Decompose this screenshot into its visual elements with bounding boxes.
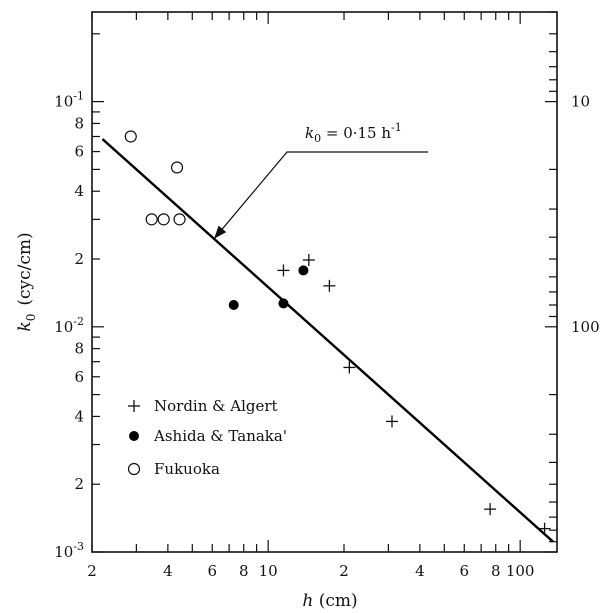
legend-label: Fukuoka <box>154 460 220 478</box>
y-tick-label: 6 <box>74 368 84 386</box>
legend-label: Ashida & Tanaka' <box>153 427 287 445</box>
y-tick-label: 10-2 <box>54 315 84 336</box>
data-point-filled <box>278 298 289 309</box>
data-point-filled <box>298 265 309 276</box>
data-point-open <box>173 213 186 226</box>
x-tick-label: 2 <box>87 562 97 580</box>
y-tick-label: 2 <box>74 475 84 493</box>
y-tick-label: 10-1 <box>54 90 84 111</box>
x-tick-label: 8 <box>491 562 501 580</box>
data-point-open <box>157 213 170 226</box>
legend: Nordin & Algert Ashida & Tanaka' Fukuoka <box>127 397 287 478</box>
x-tick-label: 2 <box>339 562 349 580</box>
y-axis-label: k0(cyc/cm) <box>15 232 38 331</box>
right-axis-tick-label: 100 <box>571 318 600 336</box>
data-point-plus <box>538 522 551 535</box>
data-point-open <box>145 213 158 226</box>
x-tick-label: 8 <box>239 562 249 580</box>
y-tick-label: 4 <box>74 407 84 425</box>
right-axis-tick-labels: 10 100 <box>571 93 600 336</box>
right-axis-tick-label: 10 <box>571 93 590 111</box>
fit-line-label: k0 = 0·15 h-1 <box>305 121 402 145</box>
x-tick-label: 100 <box>506 562 535 580</box>
x-tick-label: 6 <box>459 562 469 580</box>
x-tick-label: 4 <box>415 562 425 580</box>
legend-marker <box>128 400 140 412</box>
fit-line <box>101 138 554 543</box>
y-tick-labels: 10-3 2 4 6 8 10-2 2 4 6 8 10-1 <box>54 90 84 561</box>
x-tick-label: 6 <box>207 562 217 580</box>
y-tick-label: 6 <box>74 143 84 161</box>
axis-ticks <box>91 11 557 553</box>
annotation-leader <box>213 151 428 240</box>
data-point-plus <box>385 415 398 428</box>
plot-frame <box>91 11 558 553</box>
legend-marker <box>129 431 139 441</box>
fit-line-group: k0 = 0·15 h-1 <box>101 121 554 543</box>
y-tick-label: 8 <box>74 340 84 358</box>
legend-marker <box>127 462 141 476</box>
x-tick-label: 4 <box>163 562 173 580</box>
y-tick-label: 2 <box>74 250 84 268</box>
x-axis-label: h (cm) <box>302 591 357 611</box>
data-point-plus <box>343 361 356 374</box>
data-point-plus <box>277 264 290 277</box>
legend-label: Nordin & Algert <box>154 397 278 415</box>
y-tick-label: 8 <box>74 114 84 132</box>
y-tick-label: 10-3 <box>54 540 84 561</box>
annotation-arrowhead <box>214 225 227 239</box>
y-tick-label: 4 <box>74 182 84 200</box>
data-point-open <box>124 130 137 143</box>
data-point-open <box>170 161 184 174</box>
data-point-plus <box>323 279 336 292</box>
data-points <box>124 130 551 535</box>
x-tick-labels: 2 4 6 8 10 2 4 6 8 100 <box>87 562 534 580</box>
data-point-plus <box>302 253 315 266</box>
x-tick-label: 10 <box>259 562 278 580</box>
data-point-filled <box>228 299 239 310</box>
data-point-plus <box>484 503 497 516</box>
